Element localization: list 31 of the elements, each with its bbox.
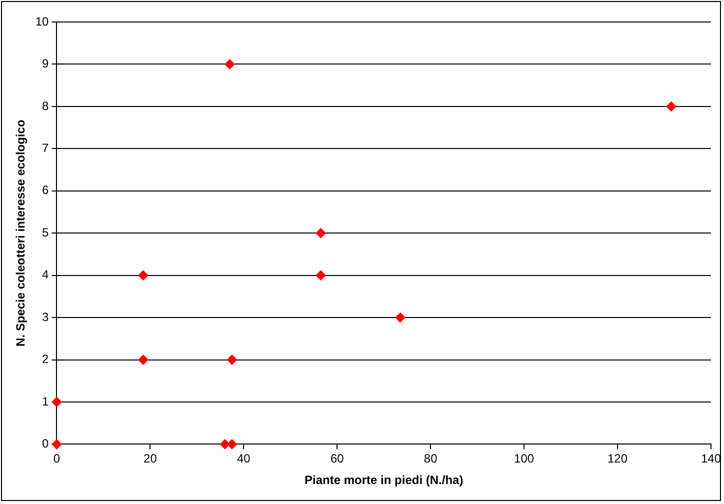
point — [52, 396, 62, 407]
point — [316, 270, 326, 280]
x-tick-label: 120 — [608, 452, 628, 466]
point — [138, 354, 148, 365]
y-tick-label: 10 — [35, 14, 50, 28]
x-axis-title: Piante morte in piedi (N./ha) — [304, 473, 464, 488]
y-tick-label: 9 — [42, 56, 50, 71]
y-tick-label: 1 — [42, 394, 50, 408]
point — [395, 312, 406, 323]
y-tick-label: 7 — [42, 140, 50, 155]
y-tick-label: 6 — [42, 183, 50, 198]
y-tick-label: 3 — [42, 310, 50, 324]
point — [224, 59, 235, 70]
x-tick-label: 20 — [144, 452, 158, 466]
y-tick-label: 8 — [42, 98, 50, 113]
x-tick-label: 60 — [330, 452, 344, 466]
x-tick-label: 0 — [53, 452, 60, 466]
y-tick-label: 4 — [42, 268, 50, 282]
point — [316, 228, 326, 238]
point — [52, 439, 62, 450]
point — [138, 270, 148, 280]
y-tick-label: 5 — [42, 225, 50, 240]
y-tick-label: 2 — [42, 352, 50, 366]
x-tick-label: 80 — [424, 452, 438, 466]
point — [666, 101, 676, 112]
y-tick-label: 0 — [42, 436, 50, 451]
x-tick-label: 100 — [514, 452, 534, 466]
x-tick-label: 40 — [236, 452, 251, 466]
x-tick-label: 140 — [700, 452, 722, 466]
point — [226, 354, 237, 365]
y-axis-title: N. Specie coleotteri interesse ecologico — [14, 120, 28, 346]
